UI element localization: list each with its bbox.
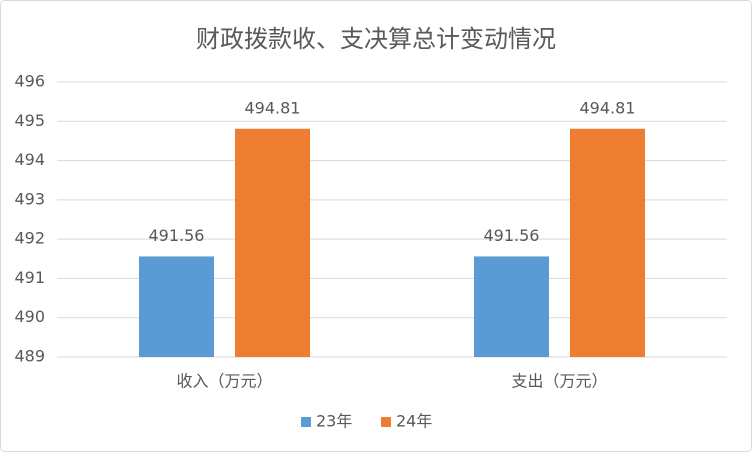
y-tick-label: 495	[14, 111, 45, 130]
data-label: 491.56	[149, 226, 205, 245]
y-tick-label: 491	[14, 268, 45, 287]
y-tick-label: 496	[14, 72, 45, 91]
legend-swatch	[381, 417, 391, 427]
data-label: 491.56	[484, 226, 540, 245]
bar	[570, 128, 645, 357]
legend-label: 23年	[316, 412, 352, 431]
y-tick-label: 489	[14, 347, 45, 366]
bar	[474, 256, 549, 357]
y-tick-label: 494	[14, 150, 45, 169]
y-tick-label: 493	[14, 189, 45, 208]
y-tick-label: 490	[14, 307, 45, 326]
legend-swatch	[301, 417, 311, 427]
data-label: 494.81	[580, 98, 636, 117]
bar	[235, 128, 310, 357]
bar	[139, 256, 214, 357]
chart-title: 财政拨款收、支决算总计变动情况	[196, 25, 556, 53]
x-tick-label: 收入（万元）	[176, 372, 272, 391]
x-tick-label: 支出（万元）	[511, 372, 607, 391]
legend-label: 24年	[396, 412, 432, 431]
data-label: 494.81	[245, 98, 301, 117]
y-tick-label: 492	[14, 229, 45, 248]
